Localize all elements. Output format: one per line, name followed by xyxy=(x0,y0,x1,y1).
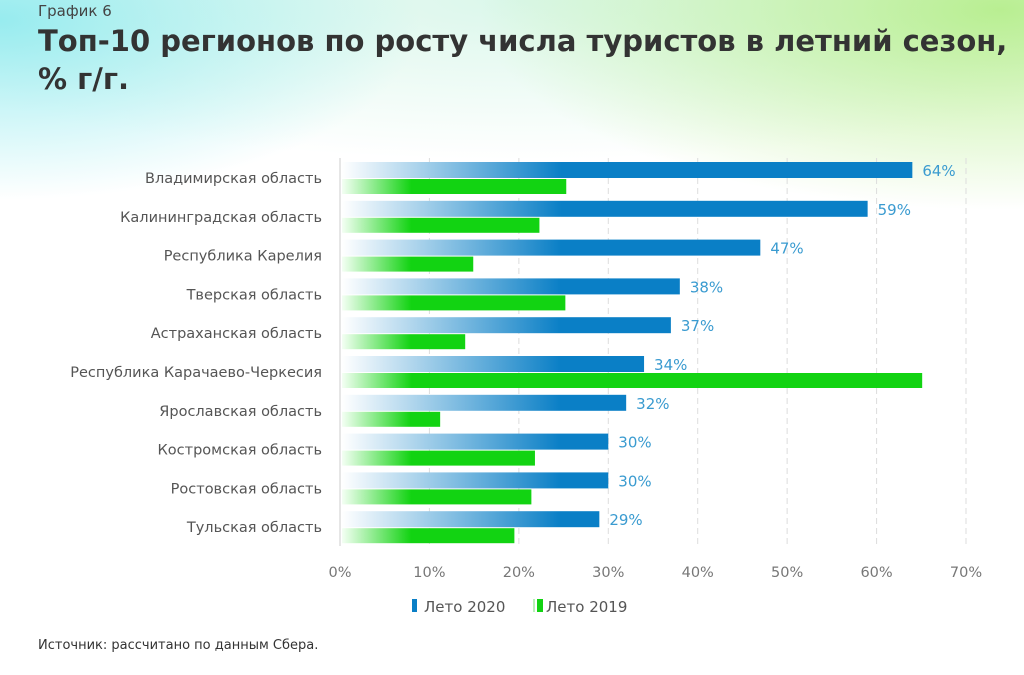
bar-2019 xyxy=(342,373,923,388)
category-label: Ярославская область xyxy=(159,404,322,420)
data-label: 29% xyxy=(609,511,642,529)
bar-2020 xyxy=(342,433,609,450)
data-label: 37% xyxy=(681,317,714,335)
data-label: 59% xyxy=(878,201,911,219)
category-label: Ростовская область xyxy=(171,481,322,497)
bar-2020 xyxy=(342,278,680,295)
source-note: Источник: рассчитано по данным Сбера. xyxy=(38,638,319,653)
category-label: Калининградская область xyxy=(120,210,322,226)
bar-2020 xyxy=(342,394,627,411)
legend-swatch-2019-fade xyxy=(533,599,535,612)
data-label: 30% xyxy=(618,434,651,452)
bar-2019 xyxy=(342,334,466,350)
category-label: Владимирская область xyxy=(145,171,322,187)
bar-2020 xyxy=(342,162,913,178)
x-tick-label: 20% xyxy=(503,565,535,581)
category-label: Тульская область xyxy=(186,520,322,536)
bar-2020 xyxy=(342,239,761,256)
data-label: 34% xyxy=(654,356,687,374)
bar-2020 xyxy=(342,356,645,372)
data-label: 32% xyxy=(636,395,669,413)
bar-2019 xyxy=(342,489,532,505)
data-label: 38% xyxy=(690,278,723,296)
bar-2020 xyxy=(342,511,600,528)
bar-2019 xyxy=(342,179,567,194)
x-tick-label: 10% xyxy=(413,565,445,581)
data-label: 64% xyxy=(922,162,955,180)
category-label: Костромская область xyxy=(158,443,322,459)
legend-swatch-2020 xyxy=(412,599,417,612)
data-label: 30% xyxy=(618,472,651,490)
x-tick-label: 30% xyxy=(592,565,624,581)
bar-2019 xyxy=(342,528,515,544)
category-label: Астраханская область xyxy=(151,326,322,342)
category-label: Тверская область xyxy=(186,287,322,303)
category-label: Республика Карелия xyxy=(164,249,322,265)
x-tick-label: 40% xyxy=(682,565,714,581)
legend-label-2020: Лето 2020 xyxy=(424,598,505,616)
bar-2020 xyxy=(342,200,868,217)
x-tick-label: 0% xyxy=(328,565,351,581)
bar-2019 xyxy=(342,295,566,311)
chart-title: Топ-10 регионов по росту числа туристов … xyxy=(38,24,1008,96)
category-label: Республика Карачаево-Черкесия xyxy=(70,365,322,381)
chart-supertitle: График 6 xyxy=(38,2,112,20)
bar-2020 xyxy=(342,317,671,334)
bar-2019 xyxy=(342,217,540,233)
x-tick-label: 50% xyxy=(771,565,803,581)
x-tick-label: 60% xyxy=(860,565,892,581)
data-label: 47% xyxy=(770,240,803,258)
legend-label-2019: Лето 2019 xyxy=(546,598,627,616)
bar-2020 xyxy=(342,472,609,489)
bar-2019 xyxy=(342,411,441,427)
bar-2019 xyxy=(342,256,474,272)
bar-2019 xyxy=(342,450,535,466)
x-tick-label: 70% xyxy=(950,565,982,581)
legend-swatch-2019 xyxy=(537,599,543,612)
